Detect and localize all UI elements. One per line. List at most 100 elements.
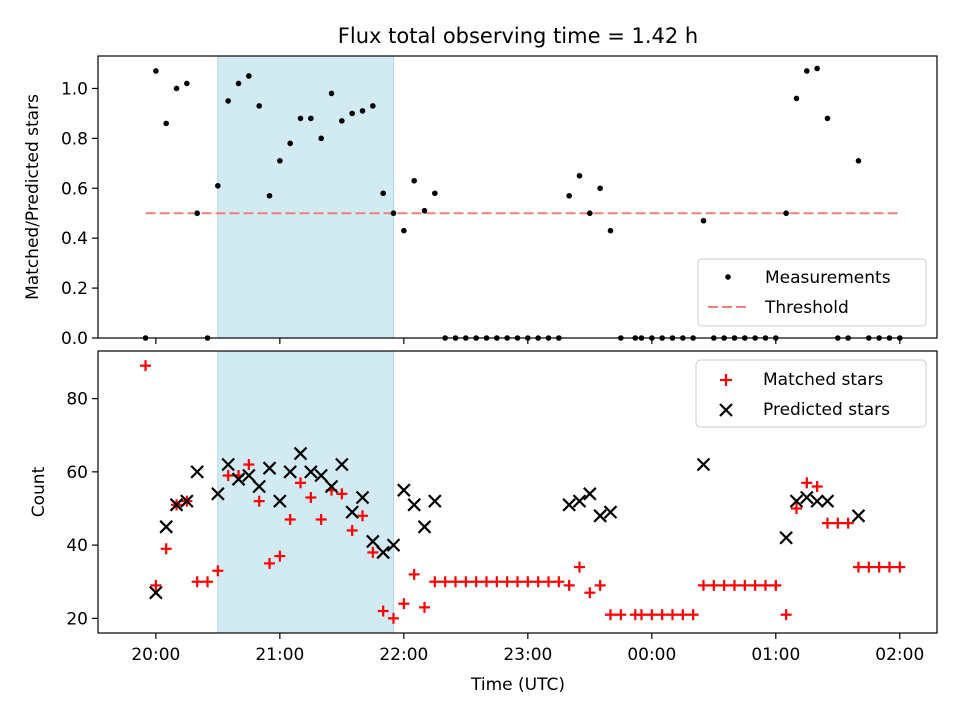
predicted-star-point [242,468,256,483]
legend-marker-measurements [725,274,731,280]
matched-star-point [191,576,203,588]
predicted-star-point [583,487,597,501]
matched-star-point [470,576,482,588]
top-y-tick-label: 0.4 [61,229,88,249]
measurement-point [401,227,407,234]
measurement-point [184,80,190,87]
matched-star-point [357,510,369,522]
measurement-point [339,118,345,124]
matched-star-point [790,502,802,514]
measurement-point [793,95,800,102]
top-y-tick-label: 0.6 [61,179,88,199]
measurement-point [824,115,831,122]
matched-star-point [460,576,472,588]
matched-star-point [832,517,844,529]
top-shaded-interval-rect [217,55,395,339]
measurement-point [814,65,820,72]
matched-star-point [202,576,214,588]
predicted-star-point [779,531,793,545]
matched-star-point [315,513,327,525]
measurement-point [215,182,221,189]
matched-star-point [615,609,627,621]
predicted-star-point [159,520,173,534]
top-shaded-interval [217,55,395,339]
bot-y-tick-label: 60 [66,463,88,483]
matched-star-point [501,576,513,588]
matched-star-point [718,579,730,591]
matched-star-point [408,568,420,580]
predicted-star-point [273,494,287,508]
predicted-star-point [169,498,184,512]
matched-star-point [811,481,823,493]
matched-star-point [894,561,906,573]
predicted-star-point [314,468,328,483]
predicted-star-point [696,457,711,472]
matched-star-point [222,470,234,482]
matched-star-point [542,576,554,588]
matched-stars-points [140,360,906,624]
measurement-point [411,177,417,184]
top-y-ticks: 0.0 0.2 0.4 0.6 0.8 1.0 [61,79,98,349]
matched-star-point [821,517,833,529]
matched-star-point [274,550,286,562]
measurement-point [266,192,273,199]
matched-star-point [481,576,493,588]
matched-star-point [450,576,462,588]
predicted-star-point [355,490,370,505]
bottom-x-ticks: 20:00 21:00 22:00 23:00 00:00 01:00 02:00 [131,633,924,665]
chart-title: Flux total observing time = 1.42 h [338,24,698,48]
matched-star-point [388,612,400,624]
matched-star-point [491,576,503,588]
matched-star-point [873,561,885,573]
predicted-star-point [211,487,225,501]
matched-star-point [346,524,358,536]
matched-star-point [419,601,431,613]
predicted-star-point [221,457,235,472]
top-x-ticks [155,338,901,344]
matched-star-point [336,488,348,500]
matched-star-point [728,579,740,591]
matched-star-point [150,579,162,591]
matched-star-point [284,513,296,525]
x-tick-label: 22:00 [379,645,428,665]
matched-star-point [697,579,709,591]
predicted-star-point [324,479,339,494]
predicted-star-point [293,446,308,461]
matched-star-point [532,576,544,588]
matched-star-point [377,605,389,617]
predicted-star-point [810,494,824,508]
predicted-star-point [417,520,432,534]
measurement-point [194,210,200,217]
predicted-star-point [593,509,607,523]
measurement-point [607,227,614,234]
legend-marker-predicted [719,403,733,417]
matched-star-point [429,576,441,588]
matched-star-point [573,561,585,573]
predicted-star-point [397,483,411,497]
legend-marker-matched [720,374,732,386]
x-tick-label: 01:00 [751,645,800,665]
predicted-stars-points [149,446,866,600]
matched-star-point [708,579,720,591]
bot-y-tick-label: 40 [66,536,88,556]
measurement-point [855,158,862,164]
matched-star-point [666,609,678,621]
matched-star-point [160,543,172,555]
top-y-tick-label: 0.8 [61,129,88,149]
predicted-star-point [386,538,401,552]
matched-star-point [264,557,276,569]
bottom-y-ticks: 20 40 60 80 [66,390,98,629]
bot-y-tick-label: 20 [66,609,88,629]
predicted-star-point [376,545,390,560]
matched-star-point [801,477,813,489]
predicted-star-point [820,494,835,508]
top-y-tick-label: 1.0 [61,79,88,99]
measurement-point [359,108,366,114]
matched-star-point [759,579,771,591]
x-tick-label: 00:00 [627,645,676,665]
matched-star-point [852,561,864,573]
top-panel: 0.0 0.2 0.4 0.6 0.8 1.0 Matched/Predicted sta… [23,55,938,349]
measurement-point [597,185,603,192]
matched-star-point [563,579,575,591]
